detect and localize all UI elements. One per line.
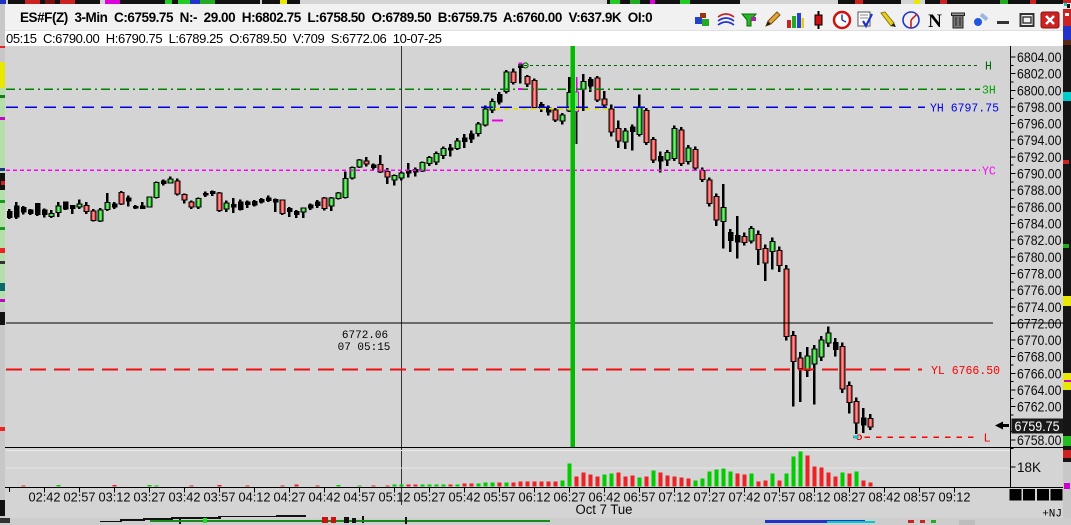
svg-text:6776.00: 6776.00: [1017, 282, 1062, 298]
svg-text:04:42: 04:42: [309, 490, 341, 505]
svg-text:6764.00: 6764.00: [1017, 382, 1062, 398]
svg-text:08:12: 08:12: [799, 490, 831, 505]
svg-text:08:27: 08:27: [834, 490, 866, 505]
svg-text:06:42: 06:42: [589, 490, 621, 505]
svg-text:6784.00: 6784.00: [1017, 216, 1062, 232]
svg-text:09:12: 09:12: [939, 490, 971, 505]
svg-text:6778.00: 6778.00: [1017, 265, 1062, 281]
svg-text:05:12: 05:12: [379, 490, 411, 505]
svg-text:YC: YC: [982, 166, 996, 179]
svg-text:6786.00: 6786.00: [1017, 199, 1062, 215]
svg-text:6772.06: 6772.06: [342, 330, 388, 342]
svg-text:YL 6766.50: YL 6766.50: [931, 365, 1000, 378]
svg-text:06:27: 06:27: [554, 490, 586, 505]
svg-text:N: N: [928, 11, 942, 31]
svg-text:Oct 7 Tue: Oct 7 Tue: [576, 502, 633, 517]
svg-text:05:27: 05:27: [414, 490, 446, 505]
svg-text:05:57: 05:57: [484, 490, 516, 505]
svg-text:YH 6797.75: YH 6797.75: [930, 103, 999, 116]
svg-text:03:12: 03:12: [99, 490, 131, 505]
svg-text:07:27: 07:27: [694, 490, 726, 505]
svg-text:6792.00: 6792.00: [1017, 149, 1062, 165]
svg-text:06:57: 06:57: [624, 490, 656, 505]
svg-text:02:42: 02:42: [29, 490, 61, 505]
svg-text:02:57: 02:57: [64, 490, 96, 505]
svg-text:05:42: 05:42: [449, 490, 481, 505]
svg-text:6758.00: 6758.00: [1017, 432, 1062, 448]
svg-text:6766.00: 6766.00: [1017, 365, 1062, 381]
svg-text:04:12: 04:12: [239, 490, 271, 505]
svg-text:03:27: 03:27: [134, 490, 166, 505]
svg-text:07:42: 07:42: [729, 490, 761, 505]
svg-text:03:57: 03:57: [204, 490, 236, 505]
svg-text:6774.00: 6774.00: [1017, 299, 1062, 315]
svg-text:08:42: 08:42: [869, 490, 901, 505]
svg-text:08:57: 08:57: [904, 490, 936, 505]
svg-text:6770.00: 6770.00: [1017, 332, 1062, 348]
svg-text:+NJ: +NJ: [1042, 509, 1062, 521]
svg-text:6794.00: 6794.00: [1017, 132, 1062, 148]
svg-text:6800.00: 6800.00: [1017, 82, 1062, 98]
svg-text:6759.75: 6759.75: [1015, 418, 1060, 434]
svg-text:6782.00: 6782.00: [1017, 232, 1062, 248]
svg-text:6768.00: 6768.00: [1017, 349, 1062, 365]
svg-text:3H: 3H: [982, 85, 996, 98]
svg-text:07:57: 07:57: [764, 490, 796, 505]
svg-text:6802.00: 6802.00: [1017, 66, 1062, 82]
svg-text:L: L: [984, 432, 991, 446]
svg-text:06:12: 06:12: [519, 490, 551, 505]
svg-text:07 05:15: 07 05:15: [338, 342, 391, 354]
svg-text:6762.00: 6762.00: [1017, 399, 1062, 415]
svg-text:18K: 18K: [1017, 459, 1042, 475]
svg-text:6790.00: 6790.00: [1017, 166, 1062, 182]
svg-text:04:57: 04:57: [344, 490, 376, 505]
svg-text:H: H: [985, 61, 992, 74]
svg-text:6796.00: 6796.00: [1017, 116, 1062, 132]
svg-text:07:12: 07:12: [659, 490, 691, 505]
svg-text:03:42: 03:42: [169, 490, 201, 505]
svg-text:6804.00: 6804.00: [1017, 49, 1062, 65]
svg-text:6798.00: 6798.00: [1017, 99, 1062, 115]
svg-text:04:27: 04:27: [274, 490, 306, 505]
svg-text:6788.00: 6788.00: [1017, 182, 1062, 198]
svg-text:6772.00: 6772.00: [1017, 315, 1062, 331]
svg-text:6780.00: 6780.00: [1017, 249, 1062, 265]
